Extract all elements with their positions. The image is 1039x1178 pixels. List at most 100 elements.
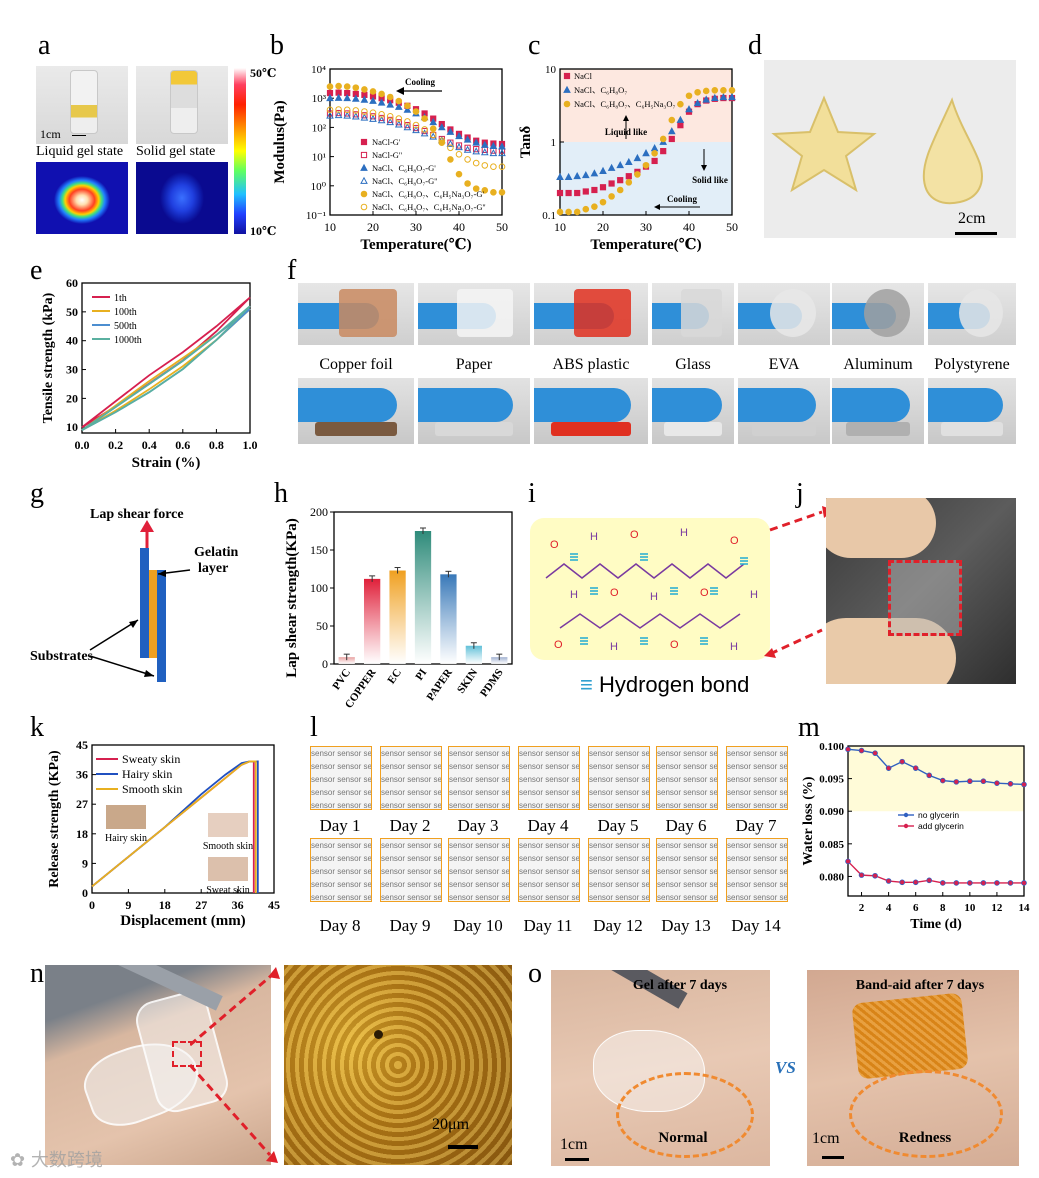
y-tick-label: 10⁻¹ <box>306 210 326 222</box>
data-point <box>386 112 394 120</box>
series-line <box>91 760 257 893</box>
substrate-left <box>140 548 149 658</box>
sensor-sample: sensor sensor se sensor sensor se sensor s… <box>380 838 442 902</box>
scale-bar-o1 <box>565 1158 589 1161</box>
data-point <box>608 193 615 200</box>
atom-label: O <box>630 529 639 541</box>
data-point <box>335 109 342 117</box>
data-point <box>599 198 607 206</box>
sensor-text-line: sensor sensor se <box>657 854 718 863</box>
data-point <box>1007 880 1014 886</box>
data-point <box>490 188 497 196</box>
data-point <box>334 93 343 101</box>
data-point <box>455 170 463 178</box>
data-point <box>634 171 641 178</box>
material-sample <box>864 289 911 337</box>
scale-bar-a <box>72 135 86 136</box>
sensor-sample: sensor sensor se sensor sensor se sensor s… <box>726 838 788 902</box>
x-tick-label: 4 <box>886 902 892 914</box>
sensor-text-line: sensor sensor se <box>311 867 372 876</box>
normal-ellipse <box>616 1072 754 1158</box>
gelatin-label: Gelatin <box>194 545 239 560</box>
data-point <box>404 118 411 125</box>
attached-sample <box>434 422 514 436</box>
day-label: Day 8 <box>319 916 361 935</box>
data-point <box>455 131 463 140</box>
y-tick-label: 10 <box>545 64 557 76</box>
day-label: Day 14 <box>731 916 781 935</box>
atom-label: O <box>670 639 679 651</box>
y-tick-label: 27 <box>76 797 88 811</box>
data-point <box>556 172 564 181</box>
data-point <box>395 119 402 126</box>
inset-label: Sweat skin <box>206 885 250 896</box>
normal-label: Normal <box>658 1130 708 1146</box>
data-point <box>710 93 719 101</box>
data-point <box>472 159 480 167</box>
plot-frame <box>81 282 251 434</box>
watermark-text: 大数跨境 <box>30 1150 103 1171</box>
data-point <box>885 765 892 771</box>
day-label: Day 11 <box>523 916 573 935</box>
sensor-text-line: sensor sensor se <box>727 880 788 889</box>
data-point <box>343 83 351 90</box>
data-point <box>939 777 946 784</box>
data-point <box>480 148 489 156</box>
data-point <box>395 115 403 122</box>
category-label: SKIN <box>455 667 480 696</box>
sensor-text-line: sensor sensor se <box>519 841 580 850</box>
data-point <box>351 112 360 120</box>
data-point <box>446 139 455 147</box>
sensor-text-line: sensor sensor se <box>311 854 372 863</box>
data-point <box>395 97 403 105</box>
finger-top <box>826 498 936 558</box>
material-photo-top <box>418 283 530 345</box>
data-point <box>953 880 960 886</box>
data-point <box>394 120 403 128</box>
sensor-text-line: sensor sensor se <box>589 775 650 784</box>
sensor-text-line: sensor sensor se <box>519 893 580 902</box>
material-photo-bottom <box>298 378 414 444</box>
data-point <box>980 880 987 886</box>
data-point <box>352 107 360 114</box>
inset-photo <box>208 857 248 881</box>
sensor-text-line: sensor sensor se <box>449 775 510 784</box>
data-point <box>361 112 368 119</box>
day-label: Day 6 <box>665 816 707 835</box>
data-point <box>343 106 351 114</box>
sensor-text-line: sensor sensor se <box>657 893 718 902</box>
x-tick-label: 0.2 <box>108 438 123 452</box>
bar <box>440 574 457 664</box>
liquid-gel-label: Liquid gel state <box>36 144 124 159</box>
data-point <box>378 111 385 118</box>
watermark: ✿ 大数跨境 <box>10 1146 103 1172</box>
chart-m-water-loss: 2 4 6 8 10 12 14 0.080 0.085 0.090 0.095 0.100 Time … <box>801 741 1030 932</box>
y-tick-label: 200 <box>310 505 328 519</box>
redness-label: Redness <box>898 1130 952 1146</box>
data-point <box>642 149 650 157</box>
solid-gel-label: Solid gel state <box>136 144 216 159</box>
sensor-text-line: sensor sensor se <box>311 841 372 850</box>
data-point <box>386 117 395 126</box>
solid-arrowhead <box>701 165 707 171</box>
y-tick-label: 0.100 <box>819 741 844 753</box>
y-axis-label: Water loss (%) <box>801 776 816 866</box>
y-tick-label: 45 <box>76 738 88 752</box>
data-point <box>472 138 481 146</box>
material-photo-top <box>928 283 1016 345</box>
data-point <box>481 162 489 169</box>
sensor-text-line: sensor sensor se <box>381 880 442 889</box>
data-point <box>564 172 573 181</box>
legend-label: Smooth skin <box>122 782 182 796</box>
bar <box>364 578 381 664</box>
sensor-text-line: sensor sensor se <box>381 841 442 850</box>
day-label: Day 1 <box>319 816 361 835</box>
zoom-arrows-n <box>190 967 280 1163</box>
legend-label: NaCl、C₆H₈O₇ <box>574 85 627 95</box>
data-point <box>447 156 454 163</box>
day-label: Day 10 <box>453 916 503 935</box>
data-point <box>437 123 446 131</box>
data-point <box>565 189 572 197</box>
data-point <box>429 125 437 133</box>
